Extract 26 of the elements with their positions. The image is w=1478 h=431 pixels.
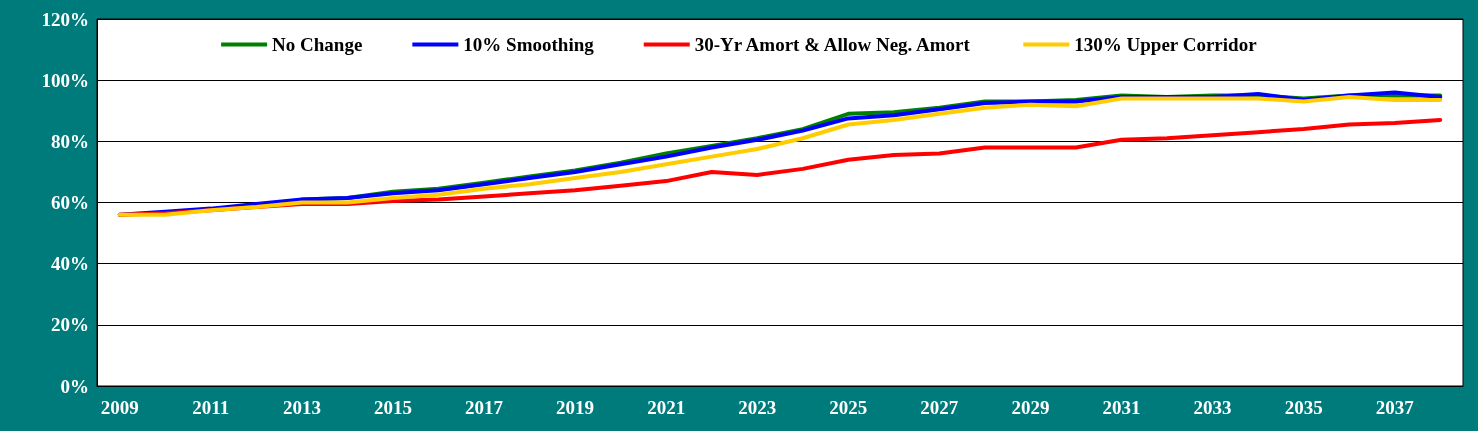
x-tick-label: 2013 <box>282 397 321 418</box>
x-tick-label: 2021 <box>647 397 686 418</box>
legend-label: 130% Upper Corridor <box>1074 34 1258 55</box>
x-tick-label: 2019 <box>556 397 595 418</box>
x-tick-label: 2017 <box>465 397 504 418</box>
x-tick-label: 2029 <box>1011 397 1050 418</box>
y-tick-label: 20% <box>51 314 89 336</box>
x-tick-label: 2011 <box>192 397 230 418</box>
legend-label: 30-Yr Amort & Allow Neg. Amort <box>694 34 971 55</box>
x-tick-label: 2027 <box>920 397 959 418</box>
x-tick-label: 2009 <box>100 397 139 418</box>
x-tick-label: 2033 <box>1193 397 1232 418</box>
x-tick-label: 2031 <box>1102 397 1141 418</box>
y-tick-label: 60% <box>51 192 89 213</box>
y-tick-label: 80% <box>51 130 89 152</box>
y-tick-label: 120% <box>41 8 89 30</box>
legend-label: 10% Smoothing <box>463 34 595 55</box>
x-tick-label: 2015 <box>373 397 412 418</box>
legend-label: No Change <box>272 34 363 55</box>
y-tick-label: 100% <box>41 69 89 91</box>
x-tick-label: 2035 <box>1284 397 1323 418</box>
x-tick-label: 2023 <box>738 397 777 418</box>
x-tick-label: 2037 <box>1375 397 1415 418</box>
y-tick-label: 0% <box>60 375 89 397</box>
x-tick-label: 2025 <box>829 397 868 418</box>
y-tick-label: 40% <box>51 253 89 275</box>
